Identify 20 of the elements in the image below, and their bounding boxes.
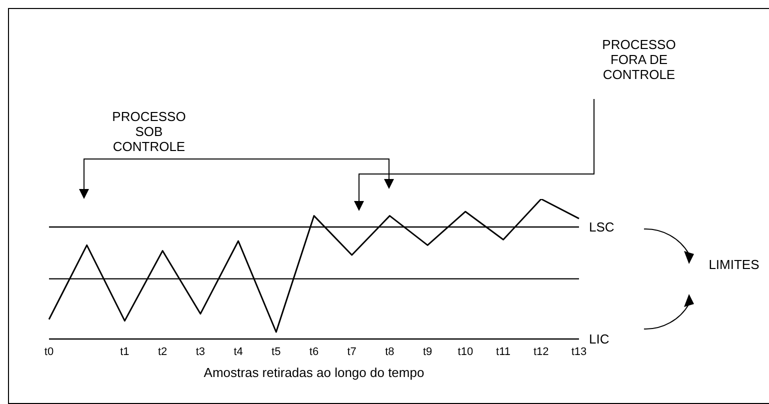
x-tick-label: t10 [458,346,474,358]
text: LIMITES [708,257,760,272]
x-tick-label: t9 [422,346,432,358]
x-tick-label: t0 [44,346,54,358]
x-tick-label: t12 [533,346,549,358]
text: PROCESSO SOB CONTROLE [111,109,187,154]
text: PROCESSO FORA DE CONTROLE [601,37,677,82]
x-tick-label: t2 [158,346,168,358]
x-tick-label: t7 [347,346,356,358]
x-tick-label: t8 [385,346,394,358]
x-tick-label: t11 [496,346,511,358]
x-tick-label: t1 [120,346,130,358]
x-tick-label: t13 [571,346,587,358]
x-tick-label: t5 [272,346,281,358]
x-tick-label: t3 [196,346,206,358]
ref-line-label: LIC [589,332,610,347]
x-tick-label: t6 [309,346,319,358]
x-axis-title: Amostras retiradas ao longo do tempo [204,365,424,380]
ref-line-label: LSC [589,220,614,235]
x-tick-label: t4 [234,346,243,358]
